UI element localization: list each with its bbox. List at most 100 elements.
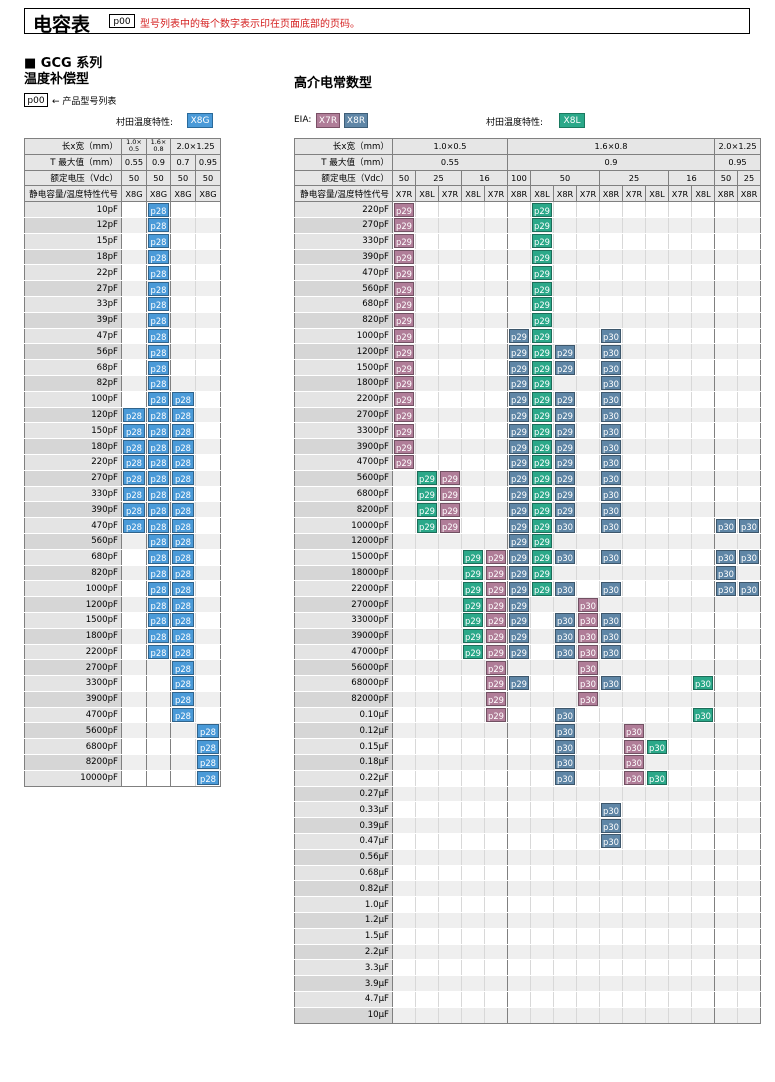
page-ref-badge[interactable]: p29 xyxy=(509,550,529,565)
page-ref-badge[interactable]: p28 xyxy=(123,471,145,486)
page-ref-badge[interactable]: p28 xyxy=(123,487,145,501)
page-ref-badge[interactable]: p30 xyxy=(601,360,621,375)
page-ref-badge[interactable]: p29 xyxy=(509,360,529,375)
page-ref-badge[interactable]: p30 xyxy=(555,613,575,628)
page-ref-badge[interactable]: p29 xyxy=(532,487,552,501)
page-ref-badge[interactable]: p28 xyxy=(172,644,194,659)
page-ref-badge[interactable]: p28 xyxy=(172,550,194,565)
page-ref-badge[interactable]: p29 xyxy=(486,581,506,596)
page-ref-badge[interactable]: p28 xyxy=(172,581,194,596)
page-ref-badge[interactable]: p29 xyxy=(440,471,460,486)
page-ref-badge[interactable]: p29 xyxy=(532,360,552,375)
page-ref-badge[interactable]: p29 xyxy=(532,234,552,249)
page-ref-badge[interactable]: p29 xyxy=(394,218,414,233)
page-ref-badge[interactable]: p30 xyxy=(601,629,621,644)
page-ref-badge[interactable]: p28 xyxy=(148,265,169,280)
page-ref-badge[interactable]: p30 xyxy=(716,550,737,565)
page-ref-badge[interactable]: p29 xyxy=(509,502,529,517)
page-ref-badge[interactable]: p28 xyxy=(123,408,145,422)
page-ref-badge[interactable]: p29 xyxy=(509,644,529,659)
page-ref-badge[interactable]: p28 xyxy=(148,518,169,533)
page-ref-badge[interactable]: p29 xyxy=(509,613,529,628)
page-ref-badge[interactable]: p30 xyxy=(601,550,621,565)
page-ref-badge[interactable]: p28 xyxy=(148,408,169,422)
page-ref-badge[interactable]: p29 xyxy=(486,613,506,628)
page-ref-badge[interactable]: p29 xyxy=(486,597,506,612)
page-ref-badge[interactable]: p30 xyxy=(601,676,621,691)
page-ref-badge[interactable]: p30 xyxy=(601,487,621,501)
page-ref-badge[interactable]: p29 xyxy=(509,676,529,691)
page-ref-badge[interactable]: p29 xyxy=(394,455,414,470)
page-ref-badge[interactable]: p28 xyxy=(172,471,194,486)
page-ref-badge[interactable]: p29 xyxy=(555,392,575,407)
page-ref-badge[interactable]: p28 xyxy=(148,644,169,659)
page-ref-badge[interactable]: p30 xyxy=(716,581,737,596)
page-ref-badge[interactable]: p28 xyxy=(148,581,169,596)
page-ref-badge[interactable]: p28 xyxy=(123,502,145,517)
page-ref-badge[interactable]: p28 xyxy=(123,518,145,533)
page-ref-badge[interactable]: p29 xyxy=(486,676,506,691)
page-ref-badge[interactable]: p29 xyxy=(532,281,552,296)
page-ref-badge[interactable]: p29 xyxy=(509,581,529,596)
page-ref-badge[interactable]: p29 xyxy=(394,297,414,312)
page-ref-badge[interactable]: p29 xyxy=(394,329,414,343)
page-ref-badge[interactable]: p28 xyxy=(148,439,169,454)
page-ref-badge[interactable]: p29 xyxy=(555,344,575,359)
page-ref-badge[interactable]: p30 xyxy=(578,629,598,644)
page-ref-badge[interactable]: p29 xyxy=(394,234,414,249)
page-ref-badge[interactable]: p29 xyxy=(486,708,506,722)
page-ref-badge[interactable]: p29 xyxy=(509,629,529,644)
page-ref-badge[interactable]: p29 xyxy=(394,313,414,328)
page-ref-badge[interactable]: p30 xyxy=(601,455,621,470)
page-ref-badge[interactable]: p29 xyxy=(394,202,414,217)
page-ref-badge[interactable]: p29 xyxy=(532,439,552,454)
page-ref-badge[interactable]: p28 xyxy=(172,597,194,612)
page-ref-badge[interactable]: p30 xyxy=(647,739,667,754)
page-ref-badge[interactable]: p28 xyxy=(148,550,169,565)
page-ref-badge[interactable]: p30 xyxy=(739,550,760,565)
page-ref-badge[interactable]: p30 xyxy=(601,344,621,359)
page-ref-badge[interactable]: p30 xyxy=(601,802,621,817)
page-ref-badge[interactable]: p28 xyxy=(197,771,219,786)
page-ref-badge[interactable]: p28 xyxy=(172,708,194,722)
page-ref-badge[interactable]: p28 xyxy=(148,455,169,470)
page-ref-badge[interactable]: p28 xyxy=(172,455,194,470)
page-ref-badge[interactable]: p28 xyxy=(148,297,169,312)
page-ref-badge[interactable]: p30 xyxy=(555,629,575,644)
page-ref-badge[interactable]: p29 xyxy=(417,471,437,486)
page-ref-badge[interactable]: p29 xyxy=(532,297,552,312)
page-ref-badge[interactable]: p29 xyxy=(532,502,552,517)
page-ref-badge[interactable]: p28 xyxy=(172,439,194,454)
page-ref-badge[interactable]: p29 xyxy=(394,360,414,375)
page-ref-badge[interactable]: p29 xyxy=(394,344,414,359)
page-ref-badge[interactable]: p29 xyxy=(417,502,437,517)
page-ref-badge[interactable]: p28 xyxy=(197,723,219,738)
page-ref-badge[interactable]: p29 xyxy=(509,408,529,422)
page-ref-badge[interactable]: p30 xyxy=(693,676,714,691)
page-ref-badge[interactable]: p29 xyxy=(532,534,552,549)
page-ref-badge[interactable]: p28 xyxy=(148,629,169,644)
page-ref-badge[interactable]: p30 xyxy=(555,739,575,754)
page-ref-badge[interactable]: p28 xyxy=(148,281,169,296)
page-ref-badge[interactable]: p30 xyxy=(601,818,621,833)
page-ref-badge[interactable]: p29 xyxy=(509,534,529,549)
page-ref-badge[interactable]: p29 xyxy=(509,329,529,343)
page-ref-badge[interactable]: p30 xyxy=(601,834,621,849)
page-ref-badge[interactable]: p28 xyxy=(148,329,169,343)
page-ref-badge[interactable]: p28 xyxy=(123,455,145,470)
page-ref-badge[interactable]: p29 xyxy=(532,202,552,217)
page-ref-badge[interactable]: p28 xyxy=(148,344,169,359)
page-ref-badge[interactable]: p29 xyxy=(509,597,529,612)
page-ref-badge[interactable]: p28 xyxy=(148,613,169,628)
page-ref-badge[interactable]: p29 xyxy=(417,487,437,501)
page-ref-badge[interactable]: p29 xyxy=(532,455,552,470)
page-ref-badge[interactable]: p29 xyxy=(532,329,552,343)
page-ref-badge[interactable]: p30 xyxy=(601,423,621,438)
page-ref-badge[interactable]: p30 xyxy=(578,692,598,707)
page-ref-badge[interactable]: p28 xyxy=(148,502,169,517)
page-ref-badge[interactable]: p29 xyxy=(509,392,529,407)
page-ref-badge[interactable]: p30 xyxy=(601,408,621,422)
page-ref-badge[interactable]: p29 xyxy=(509,344,529,359)
page-ref-badge[interactable]: p29 xyxy=(463,597,483,612)
page-ref-badge[interactable]: p28 xyxy=(148,471,169,486)
